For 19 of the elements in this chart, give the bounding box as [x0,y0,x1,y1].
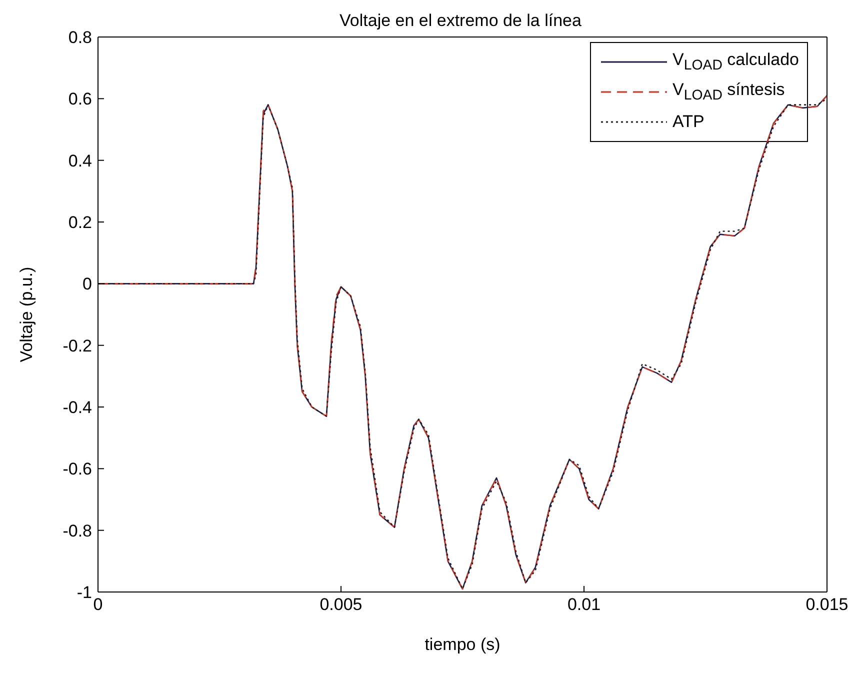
x-tick-label: 0.005 [320,595,362,614]
y-tick-label: -0.2 [62,336,92,356]
legend-label: V$_{LOAD}$ síntesis [672,80,785,104]
y-tick-label: 0.8 [68,28,92,48]
chart-title: Voltaje en el extremo de la línea [340,11,582,30]
y-tick-label: 0 [82,274,92,294]
legend-label: ATP [672,112,704,132]
x-tick-label: 0.01 [567,595,601,614]
y-tick-label: -0.8 [62,521,92,540]
legend-label: V$_{LOAD}$ calculado [672,50,799,74]
y-tick-label: -1 [76,583,92,602]
y-axis-title: Voltaje (p.u.) [17,266,36,362]
y-tick-label: 0.2 [68,213,92,232]
x-axis-title: tiempo (s) [424,635,500,654]
y-tick-label: 0.4 [68,151,92,170]
y-tick-label: -0.6 [62,460,92,479]
x-tick-label: 0.015 [806,595,848,614]
y-tick-label: 0.6 [68,90,92,109]
y-tick-label: -0.4 [62,398,92,418]
